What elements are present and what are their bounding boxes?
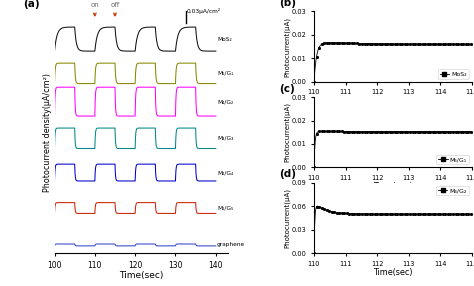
Legend: MoS₂: MoS₂: [438, 69, 468, 79]
Text: (b): (b): [279, 0, 296, 8]
Text: M₄/G₂: M₄/G₂: [217, 99, 233, 104]
X-axis label: Time(sec): Time(sec): [373, 97, 412, 106]
Text: MoS₂: MoS₂: [217, 37, 232, 41]
Text: M₃/G₃: M₃/G₃: [217, 136, 234, 141]
Text: M₅/G₁: M₅/G₁: [217, 71, 233, 76]
X-axis label: Time(sec): Time(sec): [119, 271, 164, 280]
Y-axis label: Photocurrent(μA): Photocurrent(μA): [283, 188, 290, 248]
X-axis label: Time(sec): Time(sec): [373, 268, 412, 277]
Text: on: on: [91, 2, 99, 16]
Y-axis label: Photocurrent density(μA/cm²): Photocurrent density(μA/cm²): [43, 73, 52, 192]
Text: (c): (c): [279, 84, 295, 94]
Text: (a): (a): [23, 0, 40, 9]
Y-axis label: Photocurrent(μA): Photocurrent(μA): [283, 17, 290, 77]
Legend: M₄/G₂: M₄/G₂: [436, 186, 468, 195]
X-axis label: Time(sec): Time(sec): [373, 182, 412, 191]
Text: graphene: graphene: [217, 243, 245, 247]
Text: (d): (d): [279, 169, 296, 179]
Legend: M₅/G₁: M₅/G₁: [436, 155, 468, 164]
Text: 0.03μA/cm²: 0.03μA/cm²: [187, 9, 221, 14]
Text: off: off: [110, 2, 119, 16]
Text: M₂/G₄: M₂/G₄: [217, 170, 233, 175]
Y-axis label: Photocurrent(μA): Photocurrent(μA): [283, 102, 290, 162]
Text: M₁/G₅: M₁/G₅: [217, 206, 233, 210]
